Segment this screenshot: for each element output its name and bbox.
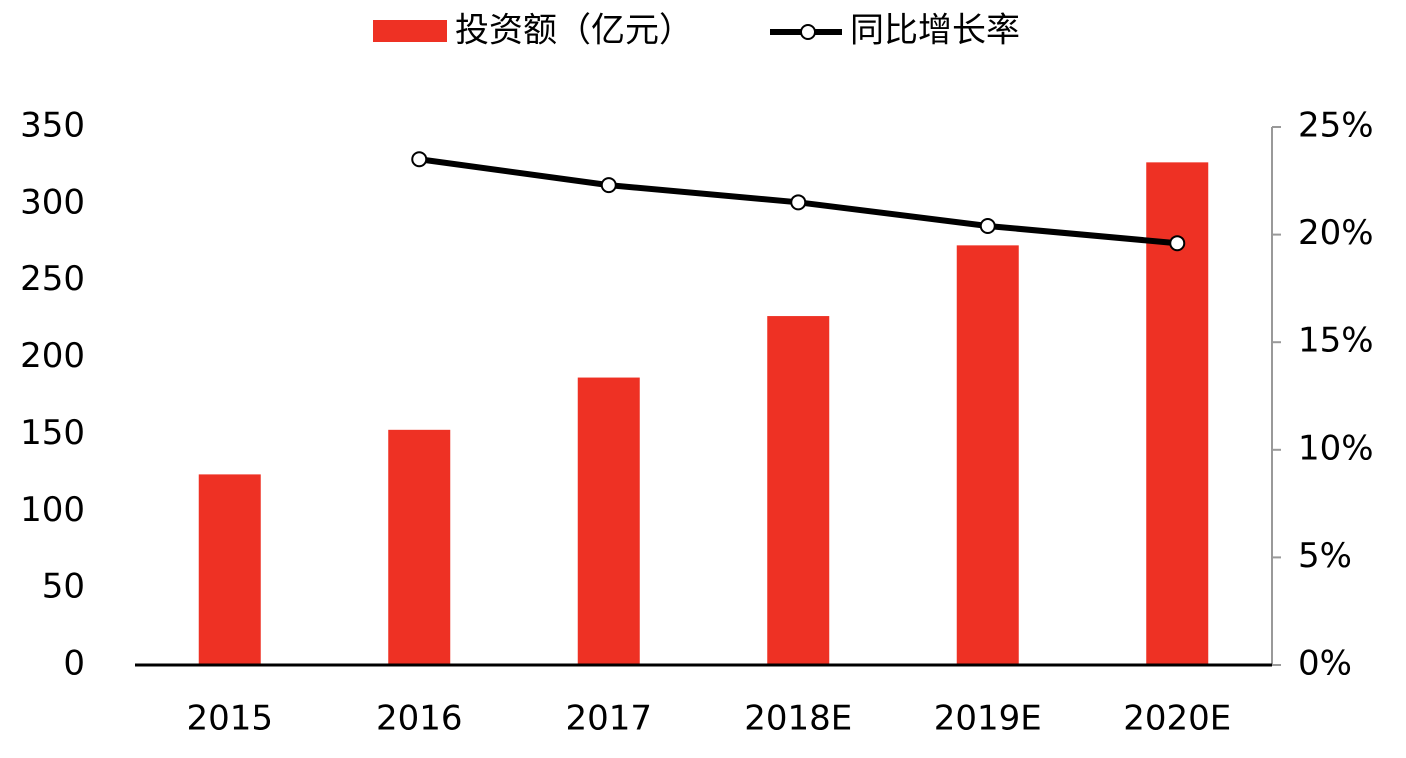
bar: [767, 316, 830, 665]
x-tick-label: 2020E: [1123, 699, 1231, 739]
y2-tick-label: 0%: [1298, 644, 1352, 684]
y-tick-label: 200: [20, 336, 85, 376]
x-tick-label: 2018E: [744, 699, 852, 739]
line-marker: [1169, 235, 1186, 252]
bar: [388, 429, 451, 665]
y-tick-label: 100: [20, 490, 85, 530]
x-tick-label: 2017: [565, 699, 652, 739]
y2-tick-label: 15%: [1298, 321, 1374, 361]
y-tick-label: 0: [63, 644, 85, 684]
legend-label: 投资额（亿元）: [455, 11, 693, 51]
line-marker: [790, 194, 807, 211]
y-tick-label: 50: [42, 567, 85, 607]
bar: [956, 245, 1019, 666]
line-marker: [411, 151, 428, 168]
bar: [577, 377, 640, 665]
legend-marker: [800, 24, 816, 40]
bar: [198, 474, 261, 665]
y-tick-label: 250: [20, 259, 85, 299]
line-marker: [600, 177, 617, 194]
legend-label: 同比增长率: [850, 11, 1020, 51]
x-tick-label: 2019E: [934, 699, 1042, 739]
y-tick-label: 300: [20, 182, 85, 222]
y2-tick-label: 25%: [1298, 106, 1374, 146]
x-tick-label: 2016: [376, 699, 463, 739]
y2-tick-label: 10%: [1298, 428, 1374, 468]
y-tick-label: 350: [20, 106, 85, 146]
y-tick-label: 150: [20, 413, 85, 453]
y2-tick-label: 20%: [1298, 213, 1374, 253]
legend-swatch: [373, 20, 447, 42]
y2-tick-label: 5%: [1298, 536, 1352, 576]
x-tick-label: 2015: [186, 699, 273, 739]
line-marker: [979, 217, 996, 234]
